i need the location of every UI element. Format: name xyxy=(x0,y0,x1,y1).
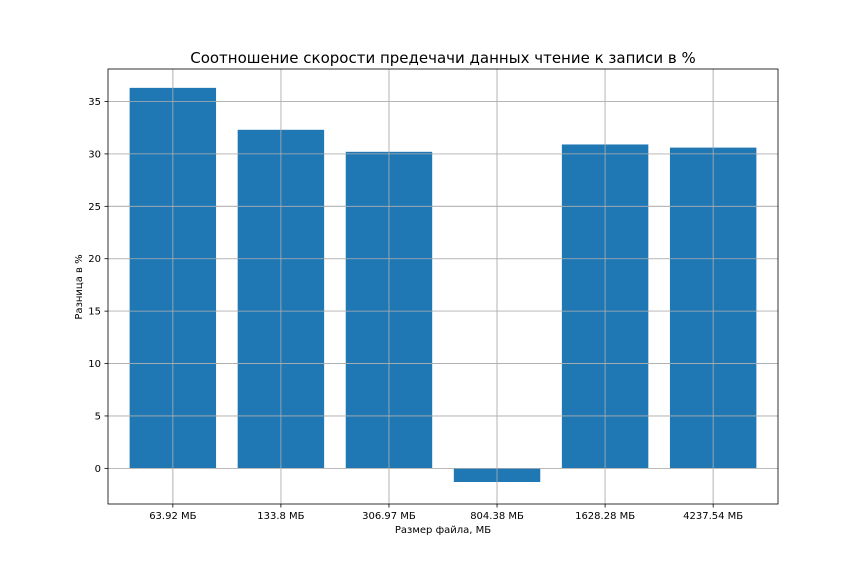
y-tick-label: 25 xyxy=(88,202,101,213)
x-axis-label: Размер файла, МБ xyxy=(395,525,491,536)
plot-frame xyxy=(107,68,779,505)
x-tick-label: 133.8 МБ xyxy=(257,511,304,522)
chart-title: Соотношение скорости предечачи данных чт… xyxy=(190,49,696,67)
bars xyxy=(108,69,778,504)
x-tick-label: 1628.28 МБ xyxy=(575,511,635,522)
y-tick-label: 5 xyxy=(95,411,101,422)
y-tick-label: 0 xyxy=(95,464,101,475)
x-tick-label: 63.92 МБ xyxy=(149,511,196,522)
x-tick-label: 306.97 МБ xyxy=(362,511,416,522)
y-tick-label: 20 xyxy=(88,254,101,265)
y-tick-label: 10 xyxy=(88,359,101,370)
y-tick-label: 30 xyxy=(88,149,101,160)
y-tick-label: 35 xyxy=(88,97,101,108)
x-tick-label: 4237.54 МБ xyxy=(683,511,743,522)
y-axis-label: Разница в % xyxy=(74,254,85,319)
axes: 0 5 10 15 20 25 30 35 63.92 МБ 133.8 МБ 306.97 МБ 8… xyxy=(88,68,779,522)
x-tick-label: 804.38 МБ xyxy=(470,511,524,522)
y-tick-label: 15 xyxy=(88,307,101,318)
